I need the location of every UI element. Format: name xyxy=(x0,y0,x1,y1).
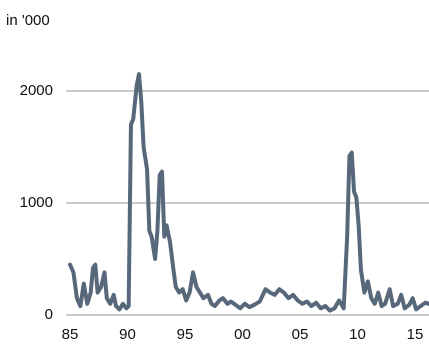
y-axis-label: in '000 xyxy=(6,12,50,29)
x-tick-label: 15 xyxy=(407,326,424,343)
y-tick-label: 0 xyxy=(45,306,53,323)
x-tick-label: 95 xyxy=(177,326,194,343)
y-tick-label: 1000 xyxy=(20,194,53,211)
y-tick-label: 2000 xyxy=(20,82,53,99)
line xyxy=(68,72,429,313)
x-tick-label: 85 xyxy=(62,326,79,343)
x-tick-label: 00 xyxy=(234,326,251,343)
x-tick-label: 10 xyxy=(349,326,366,343)
x-tick-label: 05 xyxy=(292,326,309,343)
x-tick-label: 90 xyxy=(119,326,136,343)
